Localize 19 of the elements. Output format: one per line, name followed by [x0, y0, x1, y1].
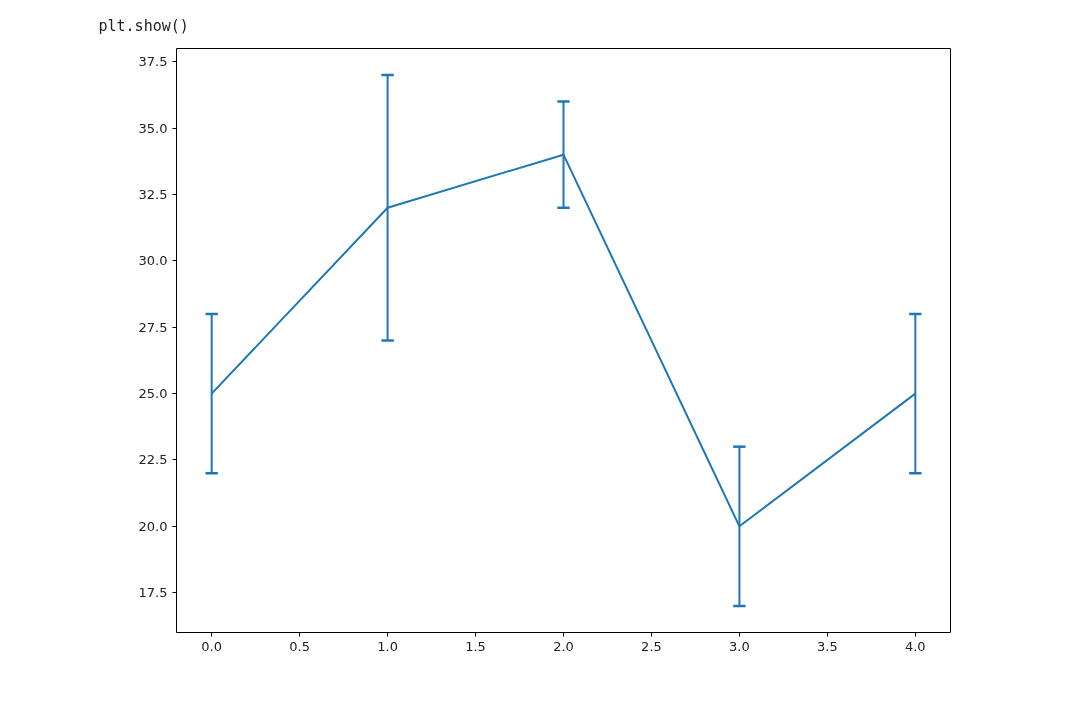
y-tick-label: 25.0 [138, 386, 168, 402]
x-tick-label: 3.0 [729, 638, 750, 654]
y-tick-label: 32.5 [138, 187, 168, 202]
y-tick-label: 22.5 [138, 452, 168, 468]
x-tick-label: 0.5 [289, 638, 310, 654]
x-tick-label: 3.5 [817, 638, 838, 654]
y-tick-label: 30.0 [138, 253, 168, 269]
text: plt.show() [98, 16, 189, 35]
y-tick-label: 27.5 [138, 319, 168, 335]
x-tick-label: 1.5 [465, 638, 486, 654]
x-tick-label: 2.5 [641, 638, 662, 654]
y-tick-label: 37.5 [138, 54, 168, 70]
y-tick-label: 35.0 [138, 120, 168, 136]
x-tick-label: 2.0 [553, 638, 574, 654]
y-tick-label: 20.0 [138, 518, 168, 534]
x-tick-label: 1.0 [377, 638, 398, 654]
y-tick-label: 17.5 [138, 585, 168, 601]
x-tick-label: 4.0 [904, 638, 926, 654]
x-tick-label: 0.0 [201, 638, 223, 654]
